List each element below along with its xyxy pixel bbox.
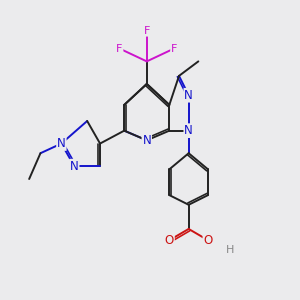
Text: N: N: [142, 134, 151, 147]
Text: N: N: [57, 137, 66, 150]
Text: O: O: [165, 234, 174, 247]
Text: O: O: [203, 234, 213, 247]
Text: N: N: [70, 160, 79, 172]
Text: H: H: [226, 245, 235, 255]
Text: N: N: [184, 124, 193, 137]
Text: F: F: [116, 44, 123, 53]
Text: F: F: [171, 44, 177, 53]
Text: N: N: [184, 89, 193, 102]
Text: F: F: [144, 26, 150, 36]
